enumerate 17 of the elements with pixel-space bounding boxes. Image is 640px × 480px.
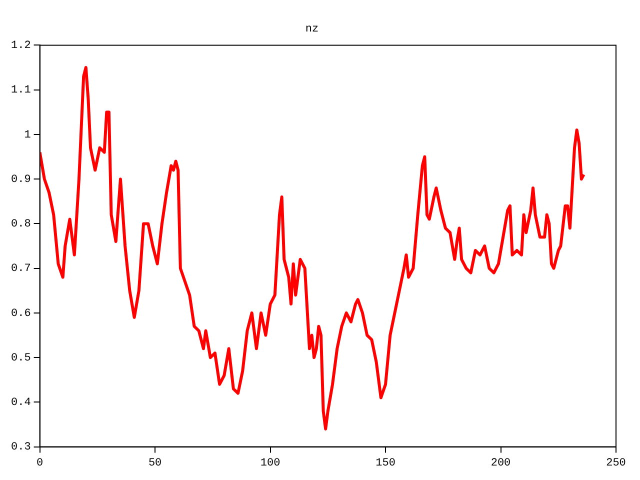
y-tick-label: 1: [24, 129, 32, 142]
y-tick-label: 0.8: [10, 218, 31, 231]
y-tick-label: 1.1: [10, 84, 32, 97]
chart-title: nz: [305, 24, 319, 36]
y-tick-label: 0.6: [10, 308, 31, 320]
x-tick-label: 50: [148, 457, 162, 470]
x-tick-label: 150: [376, 457, 396, 470]
x-tick-label: 250: [606, 457, 626, 470]
y-tick-label: 0.7: [10, 263, 31, 276]
y-tick-label: 0.5: [10, 352, 31, 364]
y-tick-label: 1.2: [10, 40, 31, 52]
x-tick-label: 0: [36, 457, 44, 470]
y-tick-label: 0.9: [10, 174, 31, 186]
y-tick-label: 0.4: [10, 397, 32, 410]
x-tick-label: 100: [260, 457, 280, 470]
y-tick-label: 0.3: [10, 442, 31, 454]
x-tick-label: 200: [490, 457, 511, 470]
